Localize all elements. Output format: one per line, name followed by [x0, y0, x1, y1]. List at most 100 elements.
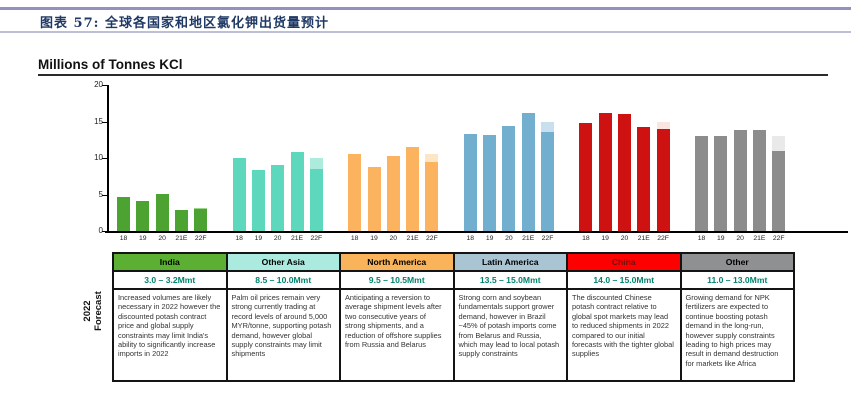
- x-tick-label: 18: [466, 235, 475, 242]
- bar-other-asia-18: [232, 158, 246, 231]
- bar-north-america-21E: [406, 147, 420, 231]
- y-tick-label: 15: [94, 116, 103, 126]
- region-description: Growing demand for NPK fertilizers are e…: [681, 290, 793, 380]
- bar-forecast-range-low: [541, 132, 554, 231]
- forecast-row-label: 2022 Forecast: [82, 291, 104, 331]
- caption-divider: [0, 31, 851, 33]
- x-tick-label: 20: [158, 235, 166, 242]
- x-tick-label: 21E: [290, 235, 304, 242]
- table-column-india: India 3.0 – 3.2Mmt Increased volumes are l…: [114, 254, 226, 380]
- bar-india-18: [117, 196, 130, 231]
- x-tick-label: 19: [717, 235, 725, 242]
- region-description: The discounted Chinese potash contract r…: [568, 290, 680, 380]
- x-tick-label: 21E: [753, 235, 766, 242]
- region-header: North America: [341, 254, 453, 272]
- bar-other-asia-20: [271, 165, 285, 231]
- x-tick-label: 22F: [657, 235, 669, 242]
- table-column-other: Other 11.0 – 13.0Mmt Growing demand for NP…: [679, 254, 793, 380]
- top-divider: [0, 7, 851, 10]
- y-axis-line: [107, 85, 109, 232]
- x-tick-label: 18: [235, 235, 243, 242]
- x-tick-label: 20: [389, 235, 398, 242]
- x-tick-label: 21E: [522, 235, 535, 242]
- chart-title-underline: [38, 74, 828, 76]
- bar-china-19: [598, 112, 612, 231]
- bar-forecast-range-high: [309, 158, 323, 169]
- bar-forecast-range-high: [194, 207, 208, 210]
- bar-forecast-range-low: [656, 128, 670, 231]
- bar-other-asia-19: [251, 170, 265, 231]
- region-description: Anticipating a reversion to average ship…: [341, 290, 453, 380]
- y-tick-label: 20: [94, 80, 103, 89]
- y-tick-mark: [102, 158, 107, 159]
- x-tick-label: 19: [370, 235, 378, 242]
- bar-forecast-range-high: [656, 121, 670, 129]
- x-axis-line: [105, 231, 848, 233]
- forecast-range: 9.5 – 10.5Mmt: [341, 272, 453, 290]
- bar-forecast-range-low: [425, 161, 439, 231]
- bar-india-20: [155, 193, 169, 231]
- x-tick-label: 19: [254, 235, 263, 242]
- table-column-latin-america: Latin America 13.5 – 15.0Mmt Strong corn a…: [452, 254, 566, 380]
- region-description: Palm oil prices remain very strong curre…: [227, 290, 339, 380]
- bar-north-america-18: [348, 154, 362, 231]
- y-tick-label: 0: [98, 226, 103, 235]
- bar-north-america-19: [367, 166, 381, 231]
- region-header: Latin America: [454, 254, 566, 272]
- x-tick-label: 21E: [406, 235, 419, 242]
- table-column-china: China 14.0 – 15.0Mmt The discounted Chines…: [566, 254, 680, 380]
- forecast-range: 13.5 – 15.0Mmt: [454, 272, 566, 290]
- y-tick-mark: [102, 194, 107, 196]
- bar-forecast-range-low: [194, 209, 208, 231]
- bar-forecast-range-high: [425, 154, 439, 162]
- bar-other-21E: [752, 129, 766, 231]
- region-header: India: [114, 254, 226, 272]
- region-header: Other: [681, 254, 793, 272]
- bar-latin-america-18: [463, 133, 477, 231]
- region-description: Increased volumes are likely necessary i…: [114, 290, 226, 380]
- forecast-range: 14.0 – 15.0Mmt: [568, 272, 680, 290]
- x-tick-label: 22F: [310, 235, 323, 242]
- bar-other-19: [714, 136, 728, 231]
- bar-forecast-range-low: [309, 168, 323, 231]
- bar-latin-america-20: [502, 125, 516, 231]
- bar-forecast-range-high: [772, 136, 786, 151]
- x-tick-label: 18: [697, 235, 706, 242]
- x-tick-label: 19: [601, 235, 609, 242]
- bar-forecast-range-low: [772, 150, 786, 231]
- forecast-table: India 3.0 – 3.2Mmt Increased volumes are l…: [112, 252, 795, 382]
- y-tick-mark: [102, 85, 107, 86]
- x-tick-label: 22F: [541, 235, 554, 242]
- region-header: China: [568, 254, 680, 272]
- x-tick-label: 18: [582, 235, 590, 242]
- x-tick-label: 20: [620, 235, 629, 242]
- x-tick-label: 21E: [637, 235, 650, 242]
- y-tick-label: 5: [98, 189, 103, 199]
- bar-latin-america-21E: [521, 112, 535, 231]
- bar-other-20: [733, 130, 747, 231]
- x-tick-label: 19: [139, 235, 147, 242]
- bar-india-19: [136, 201, 150, 231]
- y-tick-mark: [102, 121, 107, 123]
- bar-north-america-20: [386, 155, 400, 231]
- bar-china-21E: [637, 127, 651, 231]
- bar-china-20: [618, 114, 631, 231]
- bar-other-18: [695, 136, 708, 231]
- x-tick-label: 20: [505, 235, 513, 242]
- x-tick-label: 22F: [772, 235, 785, 242]
- bar-india-21E: [174, 209, 188, 231]
- x-tick-label: 19: [485, 235, 494, 242]
- y-tick-label: 10: [94, 153, 103, 162]
- forecast-range: 8.5 – 10.0Mmt: [227, 272, 339, 290]
- figure-caption: 图表 57: 全球各国家和地区氯化钾出货量预计: [40, 16, 329, 31]
- bar-latin-america-19: [483, 135, 497, 231]
- region-header: Other Asia: [227, 254, 339, 272]
- forecast-range: 3.0 – 3.2Mmt: [114, 272, 226, 290]
- table-column-other-asia: Other Asia 8.5 – 10.0Mmt Palm oil prices r…: [225, 254, 339, 380]
- bar-china-18: [579, 122, 593, 231]
- forecast-range: 11.0 – 13.0Mmt: [681, 272, 793, 290]
- table-column-north-america: North America 9.5 – 10.5Mmt Anticipating a…: [339, 254, 453, 380]
- y-tick-mark: [102, 231, 107, 232]
- x-tick-label: 18: [119, 235, 128, 242]
